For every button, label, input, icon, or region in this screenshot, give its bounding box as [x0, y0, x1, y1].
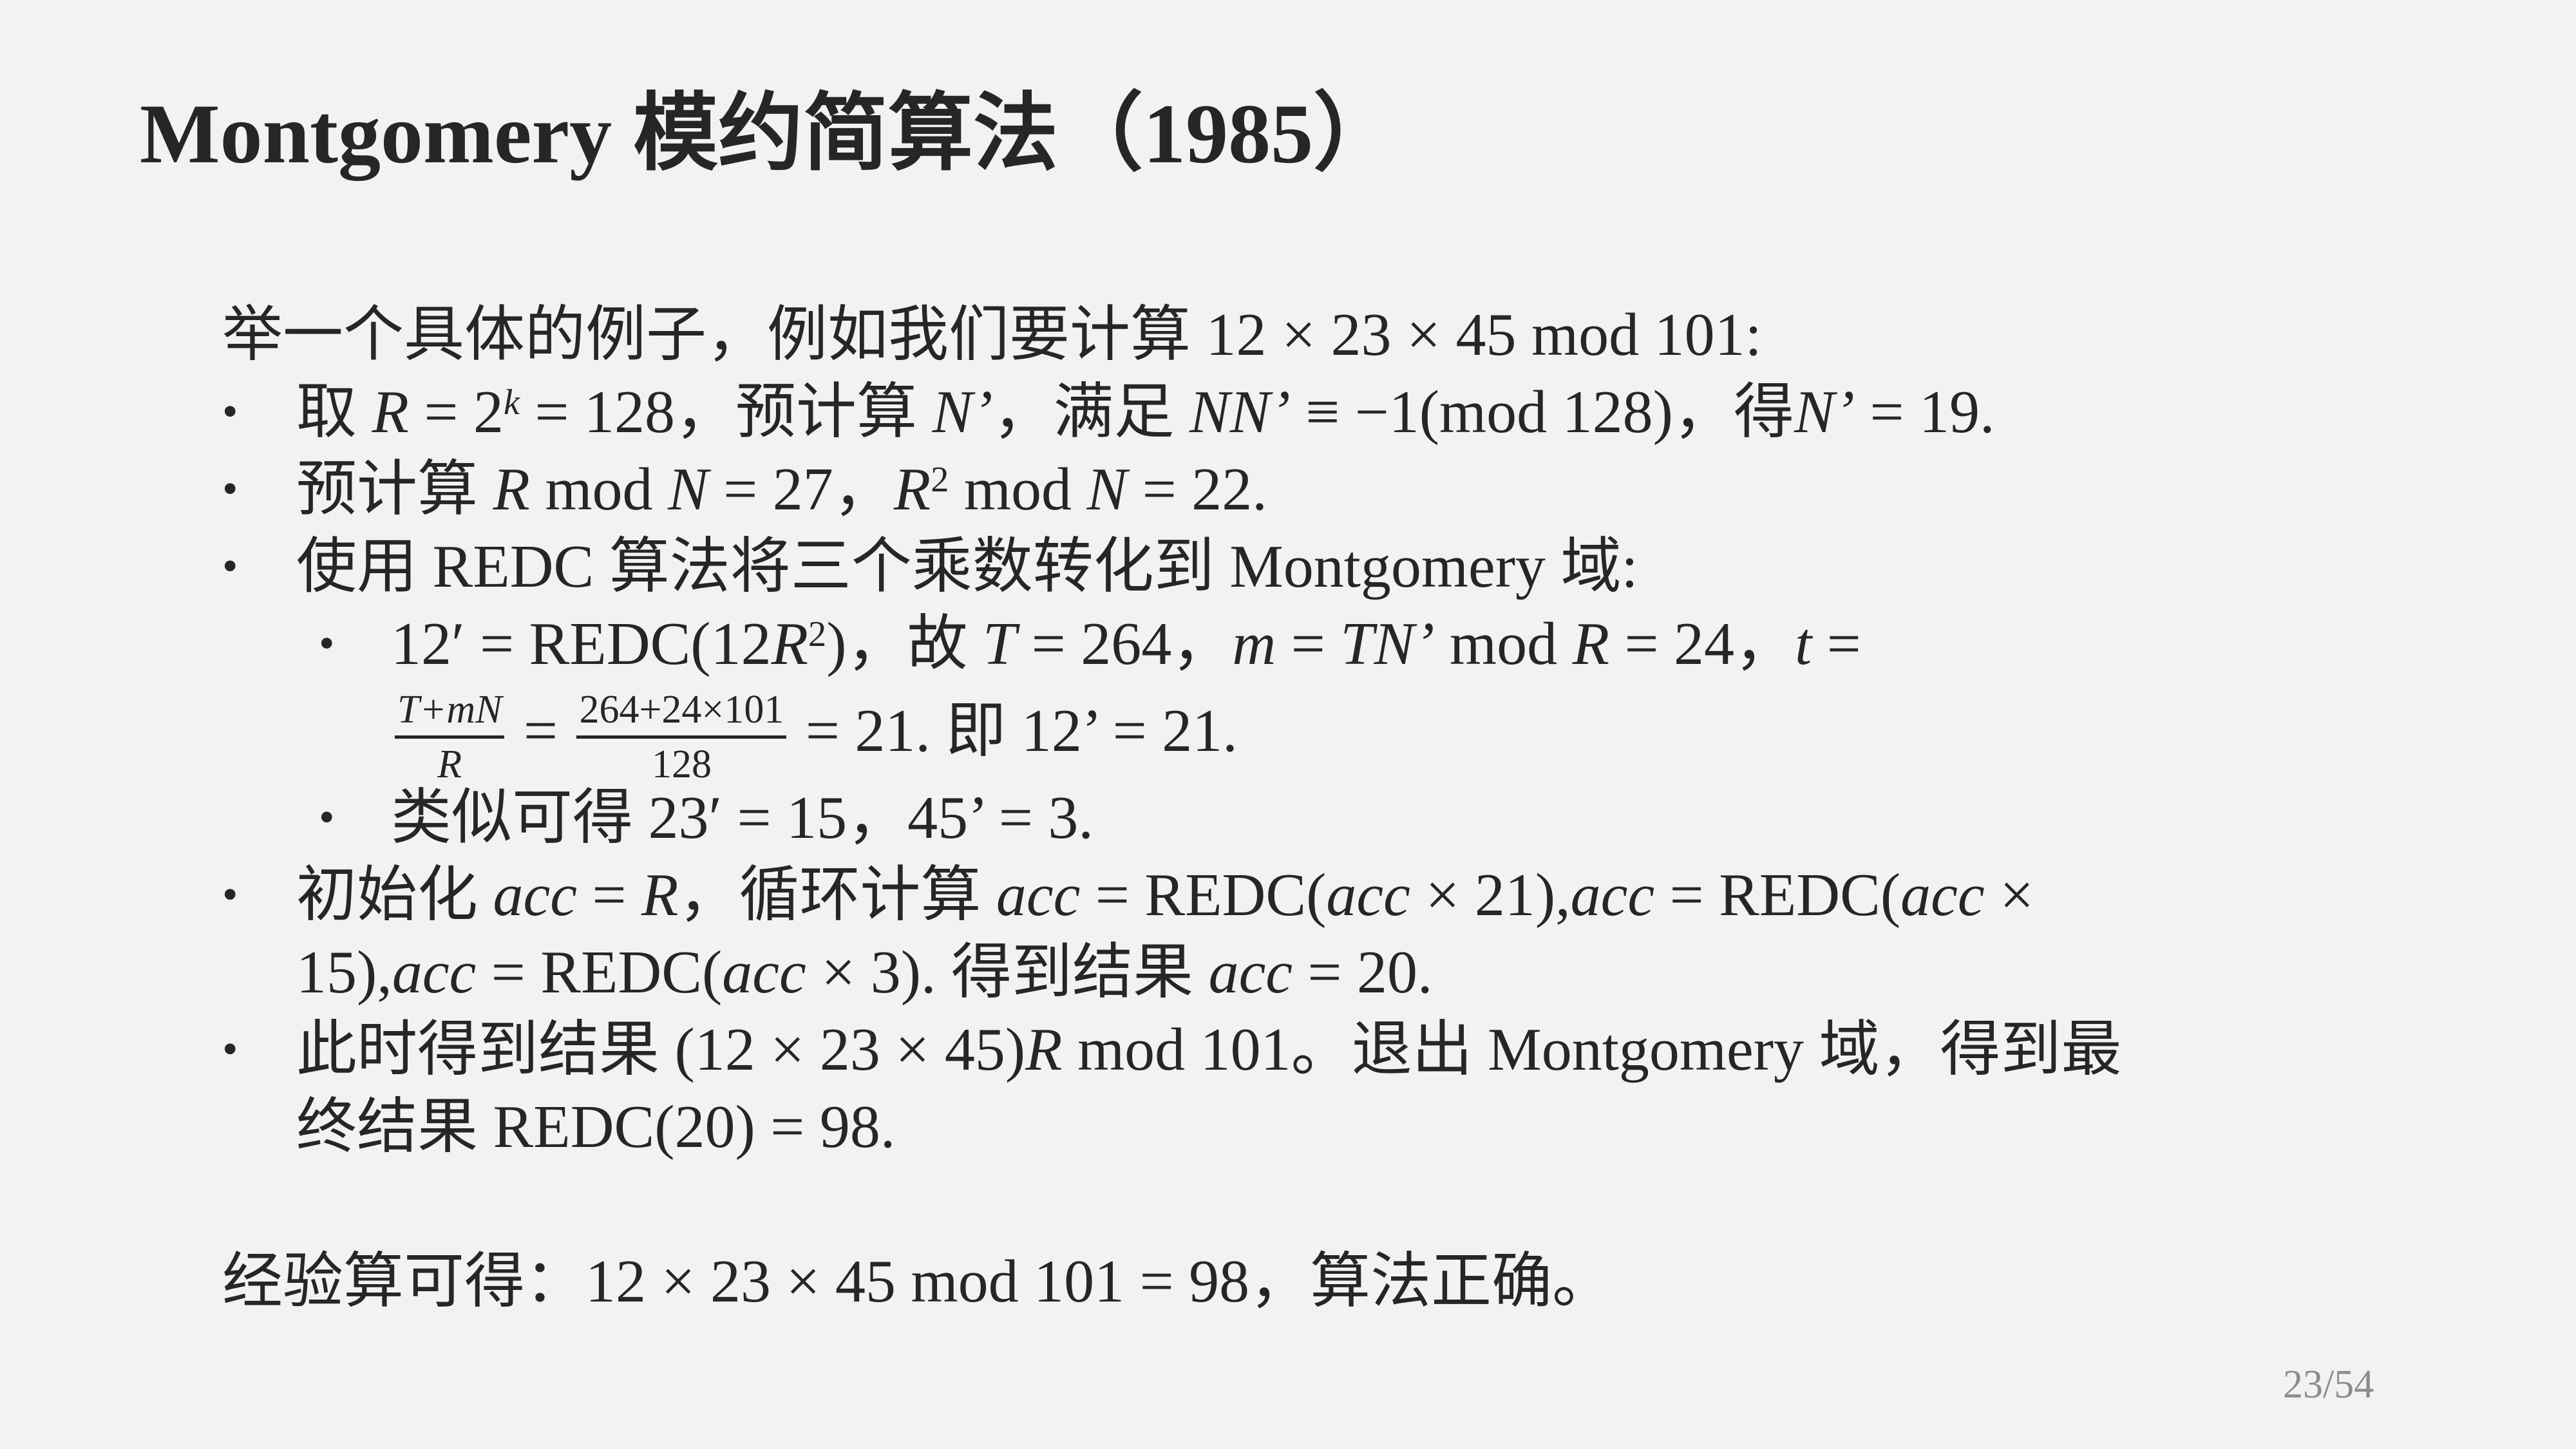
text-run: = — [508, 697, 573, 764]
math-variable: TN’ — [1340, 611, 1435, 677]
text-run: 举一个具体的例子，例如我们要计算 12 × 23 × 45 mod 101: — [222, 301, 1762, 368]
bullet-icon: • — [222, 870, 238, 920]
bullet-line: 终结果 REDC(20) = 98. — [222, 1088, 2122, 1166]
text-run: mod 101。退出 Montgomery 域，得到最 — [1062, 1016, 2122, 1083]
math-variable: acc — [1570, 862, 1655, 929]
bullet-icon: • — [222, 464, 238, 514]
text-run: 15), — [296, 939, 392, 1006]
text-run: = 21. 即 12’ = 21. — [790, 697, 1238, 764]
text-run: mod — [1434, 611, 1573, 677]
fraction-numerator: 264+24×101 — [576, 684, 787, 739]
math-variable: acc — [1900, 862, 1985, 929]
bullet-icon: • — [222, 1025, 238, 1074]
text-run: 终结果 REDC(20) = 98. — [296, 1094, 896, 1160]
superscript: k — [503, 382, 520, 422]
paragraph-line: 举一个具体的例子，例如我们要计算 12 × 23 × 45 mod 101: — [222, 296, 2122, 374]
bullet-line: • 初始化 acc = R，循环计算 acc = REDC(acc × 21),a… — [222, 857, 2122, 934]
math-variable: acc — [493, 862, 577, 929]
math-variable: NN’ — [1189, 379, 1291, 446]
text-run: mod — [529, 456, 668, 523]
math-variable: N — [1086, 456, 1128, 523]
text-run: = 19. — [1854, 379, 1995, 446]
slide-body: 举一个具体的例子，例如我们要计算 12 × 23 × 45 mod 101: • 取… — [222, 296, 2122, 1320]
math-variable: R — [1572, 611, 1610, 677]
fraction-numerator: T+mN — [395, 684, 505, 739]
math-variable: R — [1025, 1016, 1063, 1083]
text-run: × — [1984, 862, 2034, 929]
text-run: )，故 — [826, 611, 983, 677]
text-run: = REDC( — [1080, 862, 1327, 929]
text-run: 12′ = REDC(12 — [391, 611, 772, 677]
text-run: = 24， — [1609, 611, 1795, 677]
math-variable: t — [1795, 611, 1812, 677]
math-variable: R — [641, 862, 679, 929]
text-run: 此时得到结果 (12 × 23 × 45) — [296, 1016, 1026, 1083]
math-variable: N — [668, 456, 708, 523]
math-variable: T — [983, 611, 1017, 677]
bullet-line: 15),acc = REDC(acc × 3). 得到结果 acc = 20. — [222, 934, 2122, 1011]
text-run: 使用 REDC 算法将三个乘数转化到 Montgomery 域: — [296, 533, 1638, 600]
math-variable: N’ — [932, 379, 993, 446]
math-variable: R — [893, 456, 931, 523]
text-run: 初始化 — [296, 862, 493, 929]
math-variable: R — [771, 611, 808, 677]
math-variable: m — [1232, 611, 1276, 677]
text-run: = — [1812, 611, 1861, 677]
text-run: 预计算 — [296, 456, 493, 523]
bullet-line: • 此时得到结果 (12 × 23 × 45)R mod 101。退出 Montg… — [222, 1011, 2122, 1088]
text-run: ≡ −1(mod 128)，得 — [1290, 379, 1794, 446]
text-run: = 27， — [708, 456, 894, 523]
fraction-denominator: 128 — [651, 742, 712, 786]
text-run: ，循环计算 — [678, 862, 996, 929]
math-variable: N’ — [1794, 379, 1855, 446]
bullet-icon: • — [319, 793, 335, 842]
fraction: 264+24×101 128 — [576, 684, 787, 790]
math-variable: acc — [722, 939, 806, 1006]
fraction-denominator: R — [437, 742, 462, 786]
math-variable: acc — [392, 939, 477, 1006]
text-run: = 128，预计算 — [519, 379, 933, 446]
sub-bullet-line: • 类似可得 23′ = 15，45’ = 3. — [222, 779, 2122, 857]
text-run: × 3). 得到结果 — [806, 939, 1209, 1006]
bullet-icon: • — [222, 542, 238, 591]
bullet-line: • 预计算 R mod N = 27，R2 mod N = 22. — [222, 451, 2122, 528]
text-run: 取 — [296, 379, 372, 446]
page-number: 23/54 — [2283, 1363, 2374, 1406]
bullet-icon: • — [222, 387, 238, 437]
math-variable: acc — [996, 862, 1081, 929]
superscript: 2 — [931, 459, 949, 500]
paragraph-line: 经验算可得：12 × 23 × 45 mod 101 = 98，算法正确。 — [222, 1243, 2122, 1320]
text-run: = REDC( — [476, 939, 723, 1006]
text-run: × 21), — [1410, 862, 1571, 929]
text-run: = — [576, 862, 641, 929]
text-run: = — [1276, 611, 1341, 677]
slide-title: Montgomery 模约简算法（1985） — [140, 86, 1399, 181]
bullet-line: • 使用 REDC 算法将三个乘数转化到 Montgomery 域: — [222, 528, 2122, 605]
text-run: 类似可得 23′ = 15，45’ = 3. — [391, 784, 1094, 851]
sub-bullet-line: • 12′ = REDC(12R2)，故 T = 264，m = TN’ mod … — [222, 605, 2122, 683]
sub-bullet-line: T+mN R = 264+24×101 128 = 21. 即 12’ = 21. — [222, 683, 2122, 786]
text-run: = 2 — [408, 379, 504, 446]
math-variable: R — [372, 379, 409, 446]
fraction: T+mN R — [395, 684, 505, 790]
text-run: = REDC( — [1654, 862, 1901, 929]
math-variable: acc — [1326, 862, 1410, 929]
text-run: 经验算可得：12 × 23 × 45 mod 101 = 98，算法正确。 — [222, 1248, 1613, 1315]
math-variable: R — [493, 456, 530, 523]
superscript: 2 — [808, 614, 827, 654]
text-run: mod — [949, 456, 1087, 523]
text-run: = 22. — [1127, 456, 1267, 523]
math-variable: acc — [1208, 939, 1293, 1006]
text-run: = 20. — [1293, 939, 1433, 1006]
bullet-line: • 取 R = 2k = 128，预计算 N’，满足 NN’ ≡ −1(mod 1… — [222, 374, 2122, 451]
text-run: ，满足 — [992, 379, 1190, 446]
text-run: = 264， — [1016, 611, 1233, 677]
bullet-icon: • — [319, 619, 335, 668]
